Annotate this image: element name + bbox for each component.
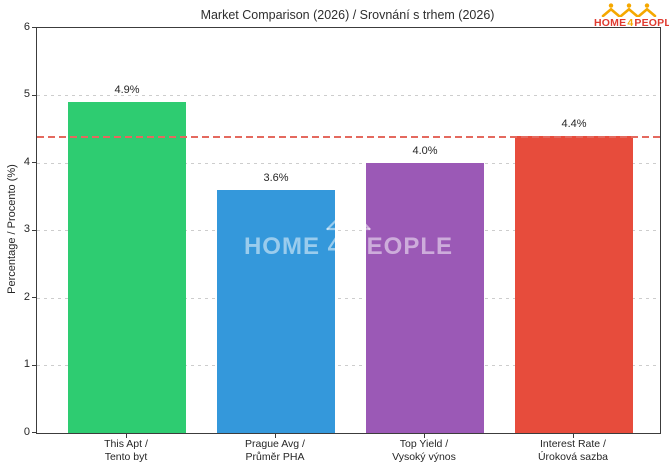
plot-area: HOME 4 PEOPLE 4.9% 3.6% 4.0% 4.4% <box>36 27 661 434</box>
bar <box>366 163 484 433</box>
x-tick-label-line: Úroková sazba <box>537 450 609 463</box>
bar <box>68 102 186 433</box>
y-tick-mark <box>31 229 36 231</box>
y-tick-mark <box>31 94 36 96</box>
gridline <box>37 162 660 164</box>
y-tick-label: 4 <box>23 155 30 168</box>
gridline <box>37 95 660 96</box>
x-tick-label-line: Tento byt <box>104 450 148 463</box>
y-tick-mark <box>31 432 36 434</box>
x-tick-label-line: This Apt / <box>104 438 148 450</box>
bar <box>217 190 335 433</box>
y-tick-mark <box>31 364 36 366</box>
logo-word-home: HOME <box>594 17 627 29</box>
y-tick-mark <box>31 297 36 299</box>
crown-of-houses-icon <box>601 3 657 17</box>
y-tick-label: 5 <box>23 88 30 100</box>
y-tick-label: 1 <box>23 358 30 370</box>
gridline <box>37 230 660 231</box>
bar-value-label: 4.9% <box>114 84 140 97</box>
x-tick-label: Prague Avg / Průměr PHA <box>195 438 355 463</box>
chart-title: Market Comparison (2026) / Srovnání s tr… <box>200 8 495 22</box>
x-tick-label-line: Top Yield / <box>399 438 449 450</box>
bar-value-label: 4.4% <box>561 118 587 130</box>
y-tick-label: 0 <box>23 425 30 438</box>
x-tick-mark <box>573 433 575 438</box>
x-tick-label: Top Yield / Vysoký výnos <box>344 438 504 463</box>
x-tick-mark <box>424 433 426 438</box>
bar-value-label: 3.6% <box>263 172 289 184</box>
gridline <box>37 297 660 299</box>
x-tick-label-line: Prague Avg / <box>245 438 305 450</box>
x-tick-label-line: Vysoký výnos <box>392 450 456 463</box>
y-tick-label: 6 <box>23 20 30 33</box>
x-tick-label-line: Interest Rate / <box>540 438 606 450</box>
y-tick-label: 2 <box>23 290 30 303</box>
x-tick-label: Interest Rate / Úroková sazba <box>493 438 653 463</box>
logo-word-people: PEOPLE <box>634 17 669 29</box>
x-tick-label: This Apt / Tento byt <box>46 438 206 463</box>
x-tick-mark <box>126 433 128 438</box>
bar-value-label: 4.0% <box>412 145 438 157</box>
reference-line <box>37 136 660 138</box>
x-tick-label-line: Průměr PHA <box>245 450 305 463</box>
y-tick-mark <box>31 162 36 164</box>
bar <box>515 136 633 433</box>
y-tick-label: 3 <box>23 223 30 235</box>
y-tick-mark <box>31 27 36 29</box>
logo-word-4: 4 <box>627 17 634 29</box>
x-tick-mark <box>275 433 277 438</box>
gridline <box>37 365 660 366</box>
